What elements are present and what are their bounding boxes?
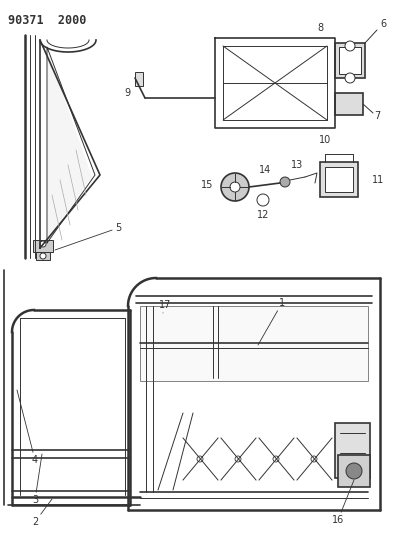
Circle shape — [311, 456, 317, 462]
Polygon shape — [48, 52, 92, 240]
Text: 1: 1 — [258, 298, 285, 345]
Circle shape — [235, 456, 241, 462]
Circle shape — [345, 73, 355, 83]
Circle shape — [345, 461, 359, 475]
Text: 14: 14 — [259, 165, 271, 175]
Circle shape — [273, 456, 279, 462]
Bar — [320, 162, 358, 197]
Circle shape — [40, 253, 46, 259]
Circle shape — [257, 194, 269, 206]
Circle shape — [40, 241, 46, 247]
Circle shape — [346, 463, 362, 479]
Text: 4: 4 — [17, 390, 38, 465]
Circle shape — [221, 173, 249, 201]
Text: 16: 16 — [332, 480, 354, 525]
Circle shape — [197, 456, 203, 462]
Text: 10: 10 — [319, 135, 331, 145]
Text: 9: 9 — [124, 88, 130, 98]
Bar — [339, 47, 361, 74]
Text: 7: 7 — [374, 111, 380, 121]
Bar — [140, 306, 368, 381]
Circle shape — [345, 41, 355, 51]
Text: 13: 13 — [291, 160, 303, 170]
Text: 6: 6 — [380, 19, 386, 29]
Bar — [335, 423, 370, 478]
Text: 12: 12 — [257, 210, 269, 220]
Circle shape — [280, 177, 290, 187]
Bar — [36, 252, 50, 260]
Bar — [135, 72, 143, 86]
Text: 5: 5 — [55, 223, 121, 250]
Bar — [325, 167, 353, 192]
Text: 8: 8 — [317, 23, 323, 33]
Bar — [335, 43, 365, 78]
Bar — [335, 93, 363, 115]
Text: 2: 2 — [32, 499, 52, 527]
Text: 17: 17 — [159, 300, 171, 313]
Circle shape — [230, 182, 240, 192]
Text: 15: 15 — [201, 180, 213, 190]
Text: 90371  2000: 90371 2000 — [8, 14, 87, 27]
Text: 11: 11 — [372, 175, 384, 185]
Bar — [33, 240, 53, 252]
Text: 3: 3 — [32, 454, 42, 505]
Bar — [338, 455, 370, 487]
